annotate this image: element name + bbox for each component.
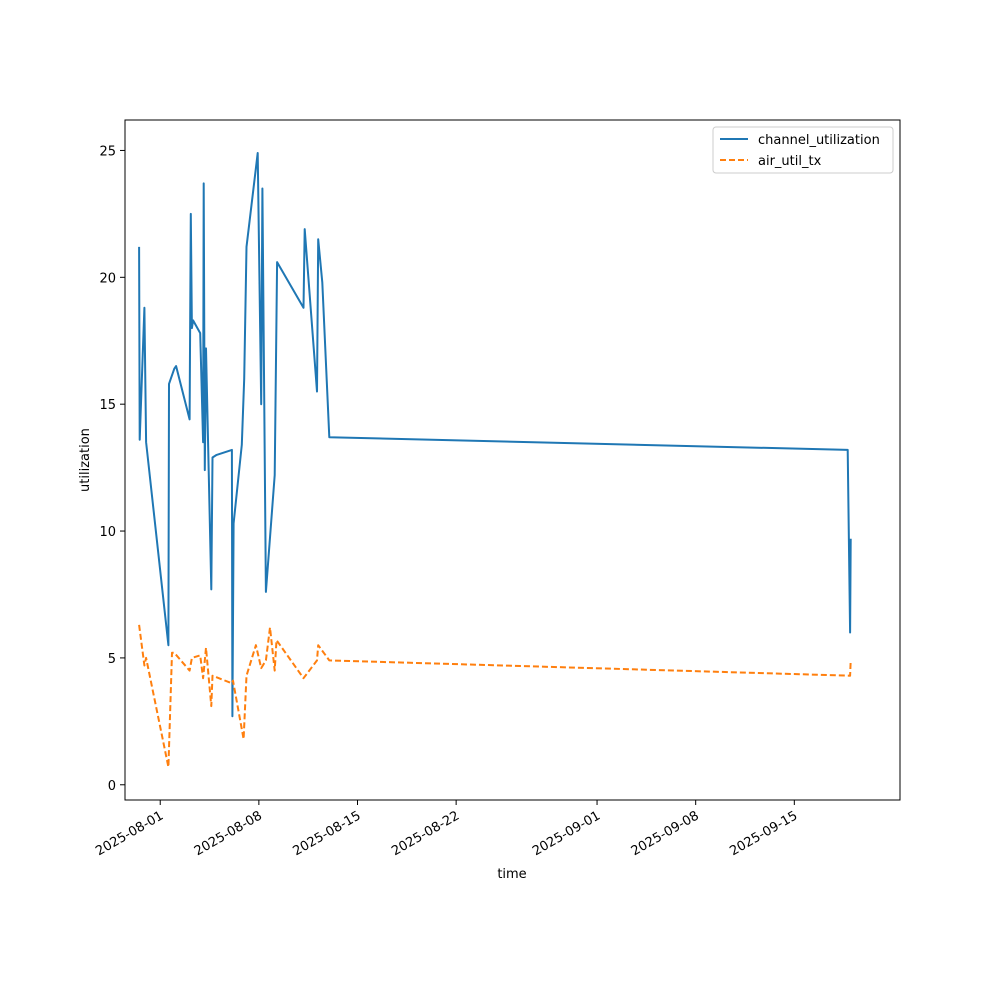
y-tick-label: 15	[99, 398, 116, 413]
plot-frame	[124, 119, 901, 801]
x-axis-label: time	[497, 867, 526, 882]
legend-label-channel-utilization: channel_utilization	[758, 133, 880, 148]
legend: channel_utilization air_util_tx	[712, 126, 894, 174]
y-tick-label: 25	[99, 144, 116, 159]
y-tick-label: 5	[108, 652, 116, 667]
y-tick-label: 20	[99, 271, 116, 286]
y-axis: 0 5 10 15 20 25	[99, 144, 125, 794]
series-layer	[138, 152, 852, 768]
y-tick-label: 0	[108, 779, 116, 794]
y-tick-label: 10	[99, 525, 116, 540]
legend-box	[712, 126, 894, 174]
y-axis-label: utilization	[78, 428, 93, 492]
series-line-channel-utilization	[138, 152, 852, 718]
legend-label-air-util-tx: air_util_tx	[758, 154, 822, 169]
series-line-air-util-tx	[138, 624, 852, 768]
